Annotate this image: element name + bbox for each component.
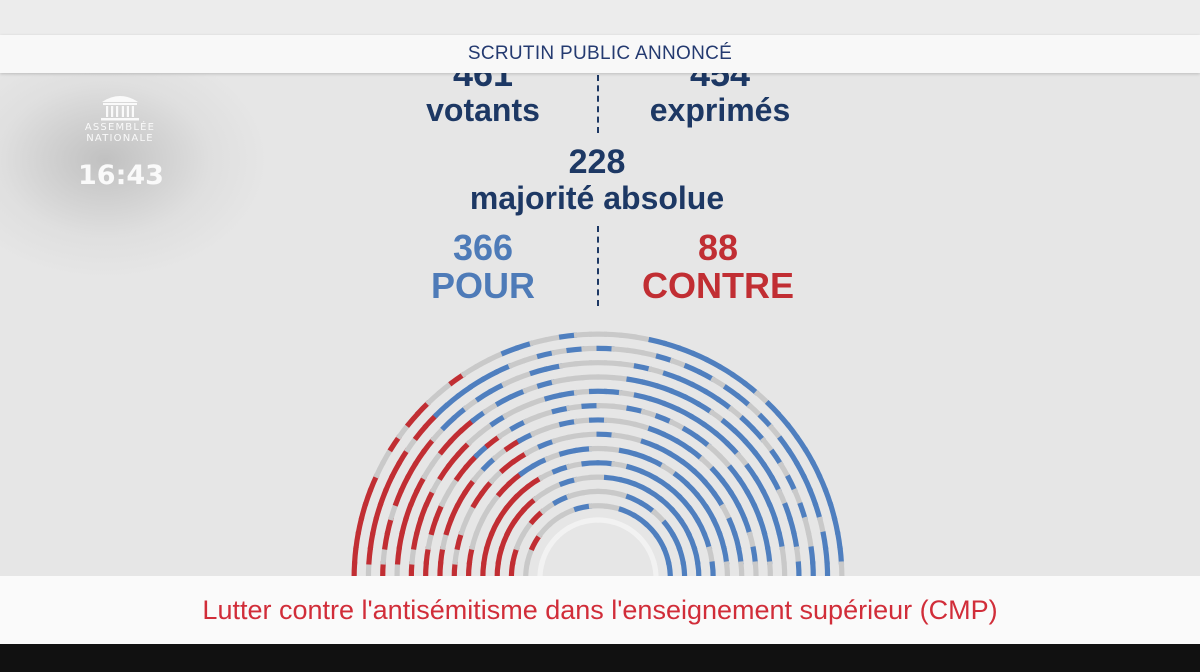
votants-label: votants: [426, 92, 540, 128]
channel-logo: ASSEMBLÉE NATIONALE: [70, 92, 170, 144]
logo-text-line1: ASSEMBLÉE: [84, 122, 156, 133]
contre-value: 88: [697, 227, 739, 268]
bottom-strip: [0, 644, 1200, 672]
divider-top: [597, 75, 599, 133]
top-strip: [0, 0, 1200, 35]
bottom-title-bar: Lutter contre l'antisémitisme dans l'ens…: [0, 576, 1200, 644]
exprimes-label: exprimés: [649, 92, 791, 128]
contre-label: CONTRE: [642, 265, 794, 306]
majorite-block: 228 majorité absolue: [430, 144, 764, 216]
majorite-value: 228: [568, 143, 626, 181]
pour-value: 366: [452, 227, 514, 268]
bill-title: Lutter contre l'antisémitisme dans l'ens…: [202, 594, 998, 625]
divider-bottom: [597, 226, 599, 306]
pour-label: POUR: [430, 265, 535, 306]
majorite-label: majorité absolue: [469, 180, 725, 216]
contre-block: 88 CONTRE: [632, 229, 804, 305]
clock: 16:43: [78, 160, 164, 191]
logo-glow: [0, 40, 270, 280]
assemblee-building-icon: [101, 96, 139, 121]
header-banner: SCRUTIN PUBLIC ANNONCÉ: [0, 35, 1200, 73]
pour-block: 366 POUR: [410, 229, 556, 305]
header-title: SCRUTIN PUBLIC ANNONCÉ: [467, 43, 733, 64]
logo-text-line2: NATIONALE: [86, 133, 154, 144]
